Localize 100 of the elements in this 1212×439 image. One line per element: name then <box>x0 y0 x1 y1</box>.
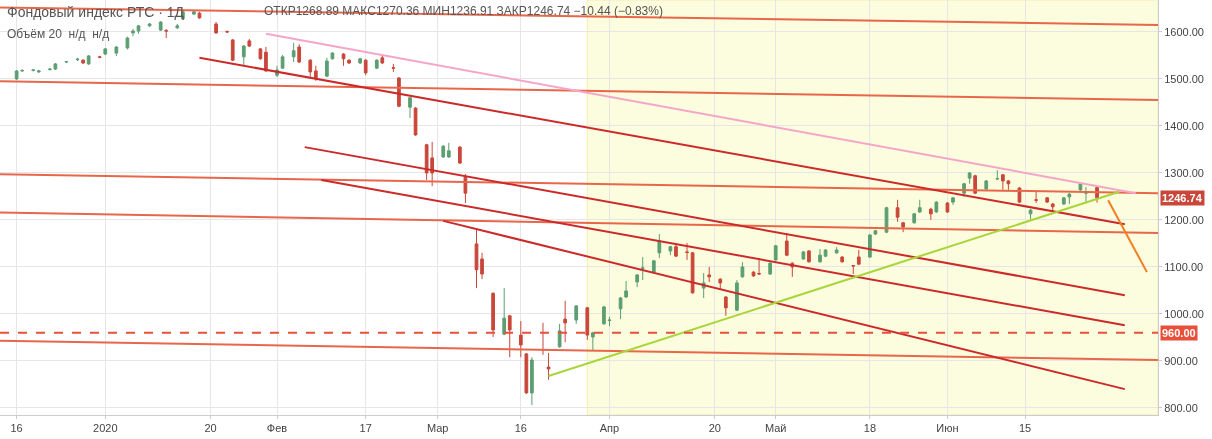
x-tick-label: 15 <box>1018 422 1032 435</box>
candlestick <box>1028 208 1033 221</box>
candlestick <box>131 28 135 37</box>
candlestick <box>635 273 640 288</box>
candlestick <box>413 106 418 137</box>
y-tick-label: 1400.00 <box>1164 119 1204 132</box>
candlestick <box>297 43 302 64</box>
candlestick <box>230 38 235 62</box>
candlestick <box>951 196 955 206</box>
candlestick <box>241 44 246 67</box>
candlestick <box>164 28 169 39</box>
x-tick-label: 16 <box>10 422 23 435</box>
candlestick <box>147 22 152 28</box>
candlestick <box>524 352 529 395</box>
candlestick <box>197 11 202 20</box>
candlestick <box>773 244 778 262</box>
candlestick <box>103 47 108 56</box>
candlestick <box>441 144 446 159</box>
candlestick <box>81 58 85 65</box>
candlestick <box>325 57 329 78</box>
candlestick <box>97 55 102 59</box>
candlestick <box>214 21 218 35</box>
candlestick <box>446 142 451 159</box>
candlestick <box>585 306 590 341</box>
candlestick <box>546 352 551 381</box>
x-tick-label: 17 <box>359 422 372 435</box>
candlestick <box>347 58 351 65</box>
candlestick <box>895 199 900 223</box>
candlestick <box>175 23 180 30</box>
candlestick <box>735 279 739 312</box>
candlestick <box>31 68 36 72</box>
candlestick <box>928 207 933 221</box>
candlestick <box>984 179 989 191</box>
x-tick-label: Апр <box>599 422 620 435</box>
ref-line-label: 960.00 <box>1162 327 1196 339</box>
candlestick <box>768 261 773 276</box>
candlestick <box>114 45 119 57</box>
x-tick-label: 20 <box>204 422 217 435</box>
candlestick <box>1050 202 1055 212</box>
candlestick <box>158 20 163 32</box>
candlestick <box>225 30 230 34</box>
candlestick <box>264 46 268 73</box>
y-tick-label: 1100.00 <box>1164 260 1204 273</box>
candlestick <box>834 246 839 255</box>
y-tick-label: 900.00 <box>1164 354 1198 367</box>
candlestick <box>912 212 917 225</box>
candlestick <box>740 261 745 279</box>
candlestick <box>374 58 379 70</box>
candlestick <box>823 248 828 258</box>
x-tick-label: 18 <box>863 422 877 435</box>
candlestick <box>491 291 495 338</box>
annotation: 1246.74 <box>1162 192 1203 204</box>
candlestick <box>408 96 412 119</box>
candlestick <box>934 200 939 214</box>
candlestick <box>363 58 368 76</box>
candlestick <box>507 314 512 358</box>
y-tick-label: 1200.00 <box>1164 213 1204 226</box>
x-tick-label: Фев <box>266 422 288 435</box>
x-tick-label: Июн <box>936 422 959 435</box>
candlestick <box>901 221 905 233</box>
candlestick <box>723 295 728 317</box>
candlestick <box>463 173 468 204</box>
annotation: Объём 20 н/д н/д <box>7 27 110 41</box>
y-tick-label: 800.00 <box>1164 401 1198 414</box>
candlestick <box>818 248 822 264</box>
candlestick <box>341 52 346 67</box>
candlestick <box>258 47 263 61</box>
candlestick <box>502 287 507 336</box>
x-tick-label: Май <box>764 422 787 435</box>
y-tick-label: 1500.00 <box>1164 72 1204 85</box>
candlestick <box>967 171 972 185</box>
candlestick <box>64 60 69 64</box>
candlestick <box>86 54 91 66</box>
candlestick <box>541 322 545 356</box>
y-tick-label: 1000.00 <box>1164 307 1204 320</box>
x-tick-label: 2020 <box>93 422 118 435</box>
candlestick <box>945 201 950 214</box>
candlestick <box>840 255 845 264</box>
x-tick-label: 20 <box>708 422 721 435</box>
candlestick <box>574 304 579 325</box>
candlestick <box>313 65 318 82</box>
candlestick <box>784 232 789 257</box>
candlestick <box>995 169 1000 181</box>
candlestick <box>668 245 673 256</box>
candlestick <box>657 233 662 259</box>
candlestick <box>807 249 811 264</box>
candlestick <box>590 331 595 351</box>
candlestick <box>1034 191 1038 204</box>
candlestick <box>280 54 285 70</box>
candlestick <box>358 57 362 65</box>
candlestick <box>651 259 656 274</box>
candlestick <box>917 199 922 214</box>
candlestick <box>1078 182 1083 192</box>
candlestick <box>884 206 889 234</box>
candlestick <box>801 250 806 261</box>
candlestick <box>330 51 335 61</box>
y-tick-label: 1300.00 <box>1164 166 1204 179</box>
candlestick <box>1045 196 1050 204</box>
candlestick <box>136 24 141 35</box>
candlestick <box>192 9 196 15</box>
